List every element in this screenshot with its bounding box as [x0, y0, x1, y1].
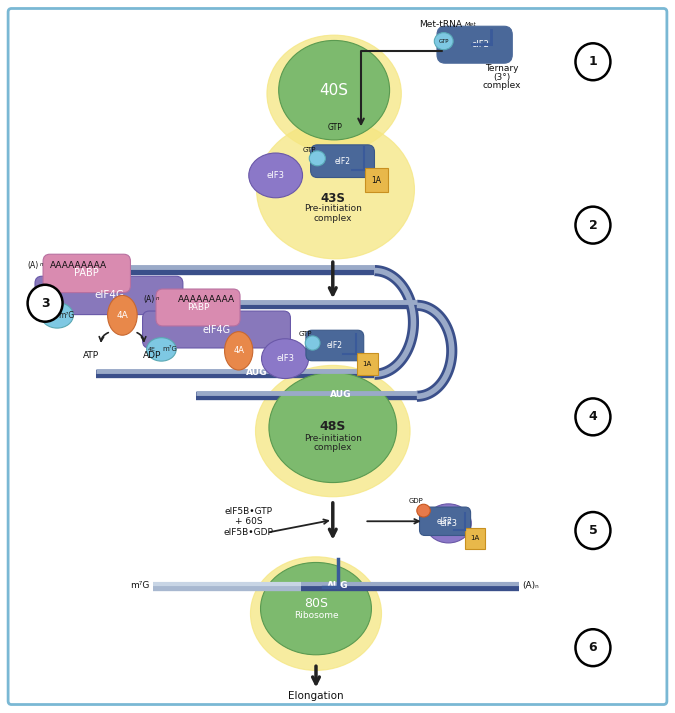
FancyBboxPatch shape [8, 9, 667, 704]
Text: ATP: ATP [83, 351, 99, 359]
Text: 40S: 40S [320, 83, 349, 98]
Ellipse shape [417, 504, 430, 517]
Text: GTP: GTP [298, 332, 312, 337]
FancyBboxPatch shape [437, 26, 512, 63]
Ellipse shape [261, 339, 308, 379]
Text: Met: Met [465, 22, 477, 27]
Text: AUG: AUG [327, 581, 348, 590]
Text: (A)ₙ: (A)ₙ [522, 581, 539, 590]
Text: eIF4G: eIF4G [94, 290, 124, 300]
Text: 3: 3 [40, 297, 49, 309]
Text: 6: 6 [589, 641, 597, 655]
Ellipse shape [256, 120, 414, 259]
Text: PABP: PABP [74, 268, 99, 278]
Text: m⁷G: m⁷G [130, 581, 149, 590]
Text: Elongation: Elongation [288, 691, 344, 701]
Text: Met-tRNA: Met-tRNA [419, 21, 462, 29]
Text: 1A: 1A [470, 535, 480, 541]
Text: (3°): (3°) [493, 73, 511, 82]
Text: 1A: 1A [362, 361, 372, 366]
Circle shape [28, 284, 63, 322]
Text: AUG: AUG [330, 390, 352, 399]
FancyBboxPatch shape [310, 145, 375, 178]
Ellipse shape [434, 33, 453, 50]
Text: m⁷G: m⁷G [58, 311, 74, 320]
Text: 4E: 4E [43, 312, 51, 318]
Text: eIF3: eIF3 [276, 354, 294, 363]
Ellipse shape [269, 372, 397, 483]
Text: GTP: GTP [439, 39, 449, 43]
Text: AAAAAAAAA: AAAAAAAAA [178, 295, 235, 304]
Text: n: n [40, 262, 43, 267]
Circle shape [576, 630, 610, 666]
Text: AUG: AUG [246, 369, 267, 377]
Text: GDP: GDP [409, 498, 423, 504]
Ellipse shape [41, 302, 74, 328]
Ellipse shape [279, 41, 389, 140]
Circle shape [576, 207, 610, 244]
Text: 4E: 4E [148, 347, 156, 352]
FancyBboxPatch shape [306, 330, 364, 361]
Text: 4A: 4A [233, 347, 244, 355]
Text: m⁷G: m⁷G [162, 347, 177, 352]
Text: 80S: 80S [304, 597, 328, 610]
Text: 5: 5 [589, 524, 597, 537]
Ellipse shape [107, 295, 137, 335]
Text: Ribosome: Ribosome [294, 610, 338, 620]
Text: 48S: 48S [319, 420, 346, 433]
Text: 2: 2 [589, 219, 597, 232]
Text: complex: complex [314, 213, 352, 222]
Text: eIF4G: eIF4G [202, 324, 231, 334]
Text: + 60S: + 60S [235, 517, 263, 525]
Text: Pre-initiation: Pre-initiation [304, 204, 362, 213]
Text: 1A: 1A [371, 176, 381, 185]
Text: 1: 1 [589, 56, 597, 68]
Ellipse shape [425, 504, 471, 543]
Text: PABP: PABP [187, 303, 209, 312]
Text: (A): (A) [144, 295, 155, 304]
Text: eIF3: eIF3 [267, 171, 285, 180]
Text: eIF5B•GTP: eIF5B•GTP [225, 507, 273, 515]
Text: ADP: ADP [143, 351, 161, 359]
Text: eIF2: eIF2 [335, 157, 351, 165]
Circle shape [576, 399, 610, 436]
Ellipse shape [256, 365, 410, 497]
FancyBboxPatch shape [43, 255, 130, 292]
Text: 4: 4 [589, 411, 597, 424]
Text: eIF2: eIF2 [327, 342, 343, 350]
Text: eIF5B•GDP: eIF5B•GDP [224, 528, 273, 537]
FancyBboxPatch shape [419, 507, 470, 535]
Text: 43S: 43S [321, 193, 345, 205]
Ellipse shape [309, 151, 325, 166]
Text: GTP: GTP [327, 123, 342, 133]
Text: complex: complex [483, 81, 522, 91]
Text: Pre-initiation: Pre-initiation [304, 434, 362, 443]
Text: 4A: 4A [117, 311, 128, 320]
FancyBboxPatch shape [156, 289, 240, 326]
Ellipse shape [146, 338, 176, 361]
Text: Ternary: Ternary [485, 64, 519, 73]
Text: AAAAAAAAA: AAAAAAAAA [50, 261, 107, 270]
Text: eIF2: eIF2 [471, 40, 489, 49]
Text: complex: complex [314, 443, 352, 452]
Text: n: n [157, 296, 160, 301]
Text: eIF2: eIF2 [437, 517, 453, 525]
Text: (A): (A) [28, 261, 38, 270]
Ellipse shape [249, 153, 302, 198]
Ellipse shape [305, 336, 320, 350]
Text: GTP: GTP [302, 147, 316, 153]
Ellipse shape [267, 35, 402, 153]
FancyBboxPatch shape [35, 276, 183, 314]
Circle shape [576, 512, 610, 549]
Ellipse shape [250, 557, 381, 670]
Circle shape [576, 43, 610, 81]
Ellipse shape [225, 332, 253, 370]
Ellipse shape [261, 563, 371, 655]
Text: eIF3: eIF3 [439, 519, 458, 528]
FancyBboxPatch shape [142, 311, 290, 348]
